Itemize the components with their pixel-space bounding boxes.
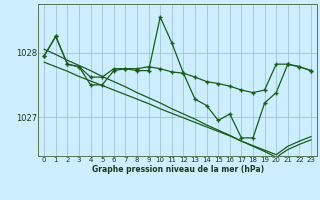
X-axis label: Graphe pression niveau de la mer (hPa): Graphe pression niveau de la mer (hPa) (92, 165, 264, 174)
